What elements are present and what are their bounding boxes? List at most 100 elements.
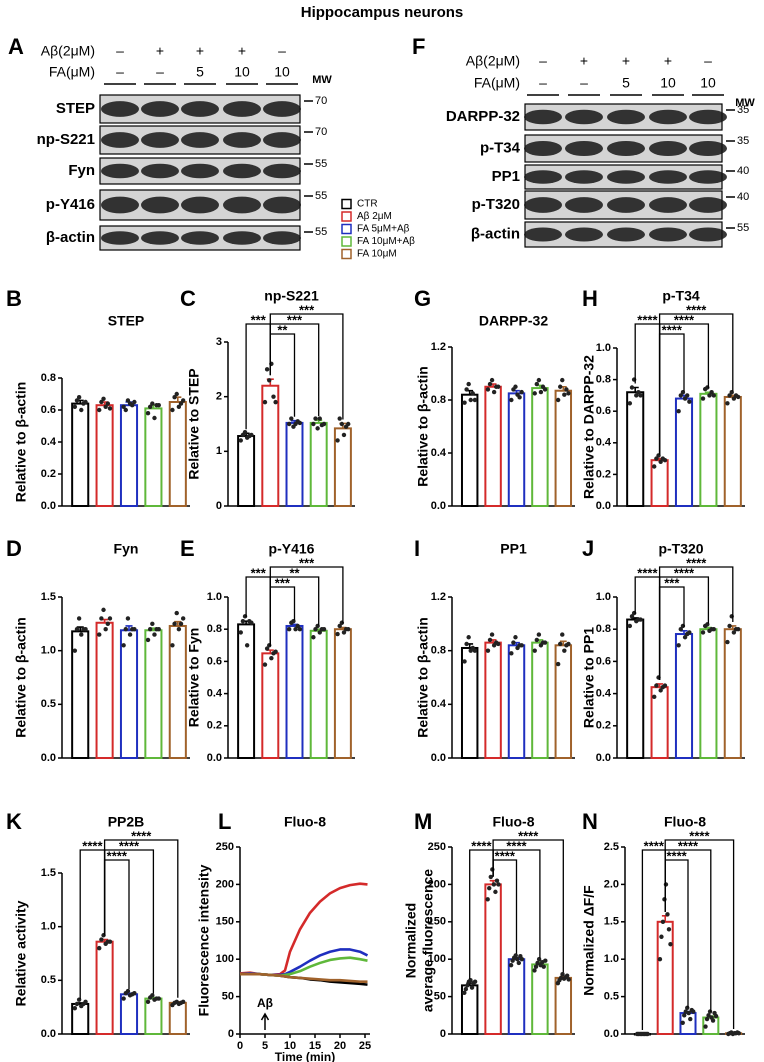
data-point [152,632,157,637]
treatment-sign: + [622,53,630,69]
blot-band [524,140,562,157]
data-point [685,393,690,398]
data-point [99,616,104,621]
data-point [273,649,278,654]
panel-letter: F [412,34,425,59]
legend-swatch [341,198,352,210]
y-tick-label: 1.2 [431,341,446,353]
data-point [470,391,475,396]
y-tick-label: 0.0 [596,500,611,512]
bar [507,392,526,507]
data-point [511,640,516,645]
band-label: np-S221 [37,131,95,148]
data-point [74,627,80,632]
data-point [147,404,153,409]
data-point [150,401,155,406]
mw-value: 55 [315,158,327,170]
treatment-label: FA(μM) [49,64,95,80]
significance-bracket [664,859,689,1008]
blot-band [607,109,645,125]
significance-label: **** [637,565,658,580]
y-tick-label: 2.5 [604,841,619,853]
y-tick-label: 150 [216,916,234,928]
bar [144,629,163,759]
data-point [485,387,491,392]
y-tick-label: 0.2 [41,468,56,480]
treatment-sign: + [580,53,588,69]
data-point [74,398,80,403]
data-point [706,1013,711,1018]
data-point [121,996,126,1001]
data-point [566,977,571,982]
data-point [465,983,470,988]
data-point [542,640,548,645]
blot-band [565,197,603,213]
y-tick-label: 0.4 [431,698,447,710]
data-point [132,399,137,405]
significance-label: *** [287,312,303,327]
data-point [685,1005,690,1011]
x-tick-label: 10 [284,1040,296,1052]
data-point [658,459,663,464]
significance-label: *** [251,565,267,580]
data-point [491,389,497,395]
chart-title: PP1 [500,541,527,557]
data-point [178,401,184,406]
band-label: STEP [56,100,95,117]
significance-label: **** [662,322,683,337]
y-tick-label: 2 [216,391,222,403]
bar [95,621,114,760]
data-point [494,878,500,883]
data-point [101,396,106,401]
data-point [736,1031,742,1036]
y-tick-label: 0.4 [207,688,223,700]
significance-label: **** [506,838,527,853]
mw-label: MW [312,74,332,86]
data-point [341,630,347,635]
data-point [491,882,497,887]
bar [95,404,114,508]
treatment-sign: – [539,53,547,69]
data-point [244,643,250,648]
blot-band [689,197,727,213]
data-point [238,438,243,443]
data-point [663,882,669,887]
significance-bracket [269,586,296,647]
data-point [652,694,657,700]
significance-label: ** [289,565,300,580]
data-point [297,420,303,426]
data-point [170,643,175,648]
data-point [176,627,182,632]
y-axis-label: Relative to Fyn [186,628,202,728]
treatment-sign: + [156,43,164,59]
y-tick-label: 0.0 [41,1028,56,1040]
blot-band [223,163,261,179]
y-tick-label: 200 [216,878,234,890]
data-point [727,623,732,629]
panel-letter: K [6,809,22,834]
data-point [462,400,467,405]
blot-band [689,140,727,157]
data-point [666,927,672,932]
band-label: p-T320 [472,196,520,213]
bar [699,392,718,508]
blot-band [223,196,261,214]
significance-bracket [79,849,106,999]
bar [656,920,674,1035]
bar [531,963,549,1035]
y-tick-label: 0.0 [604,1028,619,1040]
significance-bracket [641,849,666,1030]
data-point [691,1009,696,1014]
data-point [147,627,153,632]
mw-value: 70 [315,126,327,138]
data-point [105,401,111,406]
x-tick-label: 15 [309,1040,321,1052]
data-point [472,979,478,984]
data-point [562,392,567,397]
blot-band [689,109,727,125]
data-point [178,621,184,627]
y-axis-label: Relative activity [13,900,29,1006]
blot-band [689,170,727,184]
treatment-sign: 10 [700,75,716,91]
blot-band [101,132,139,148]
